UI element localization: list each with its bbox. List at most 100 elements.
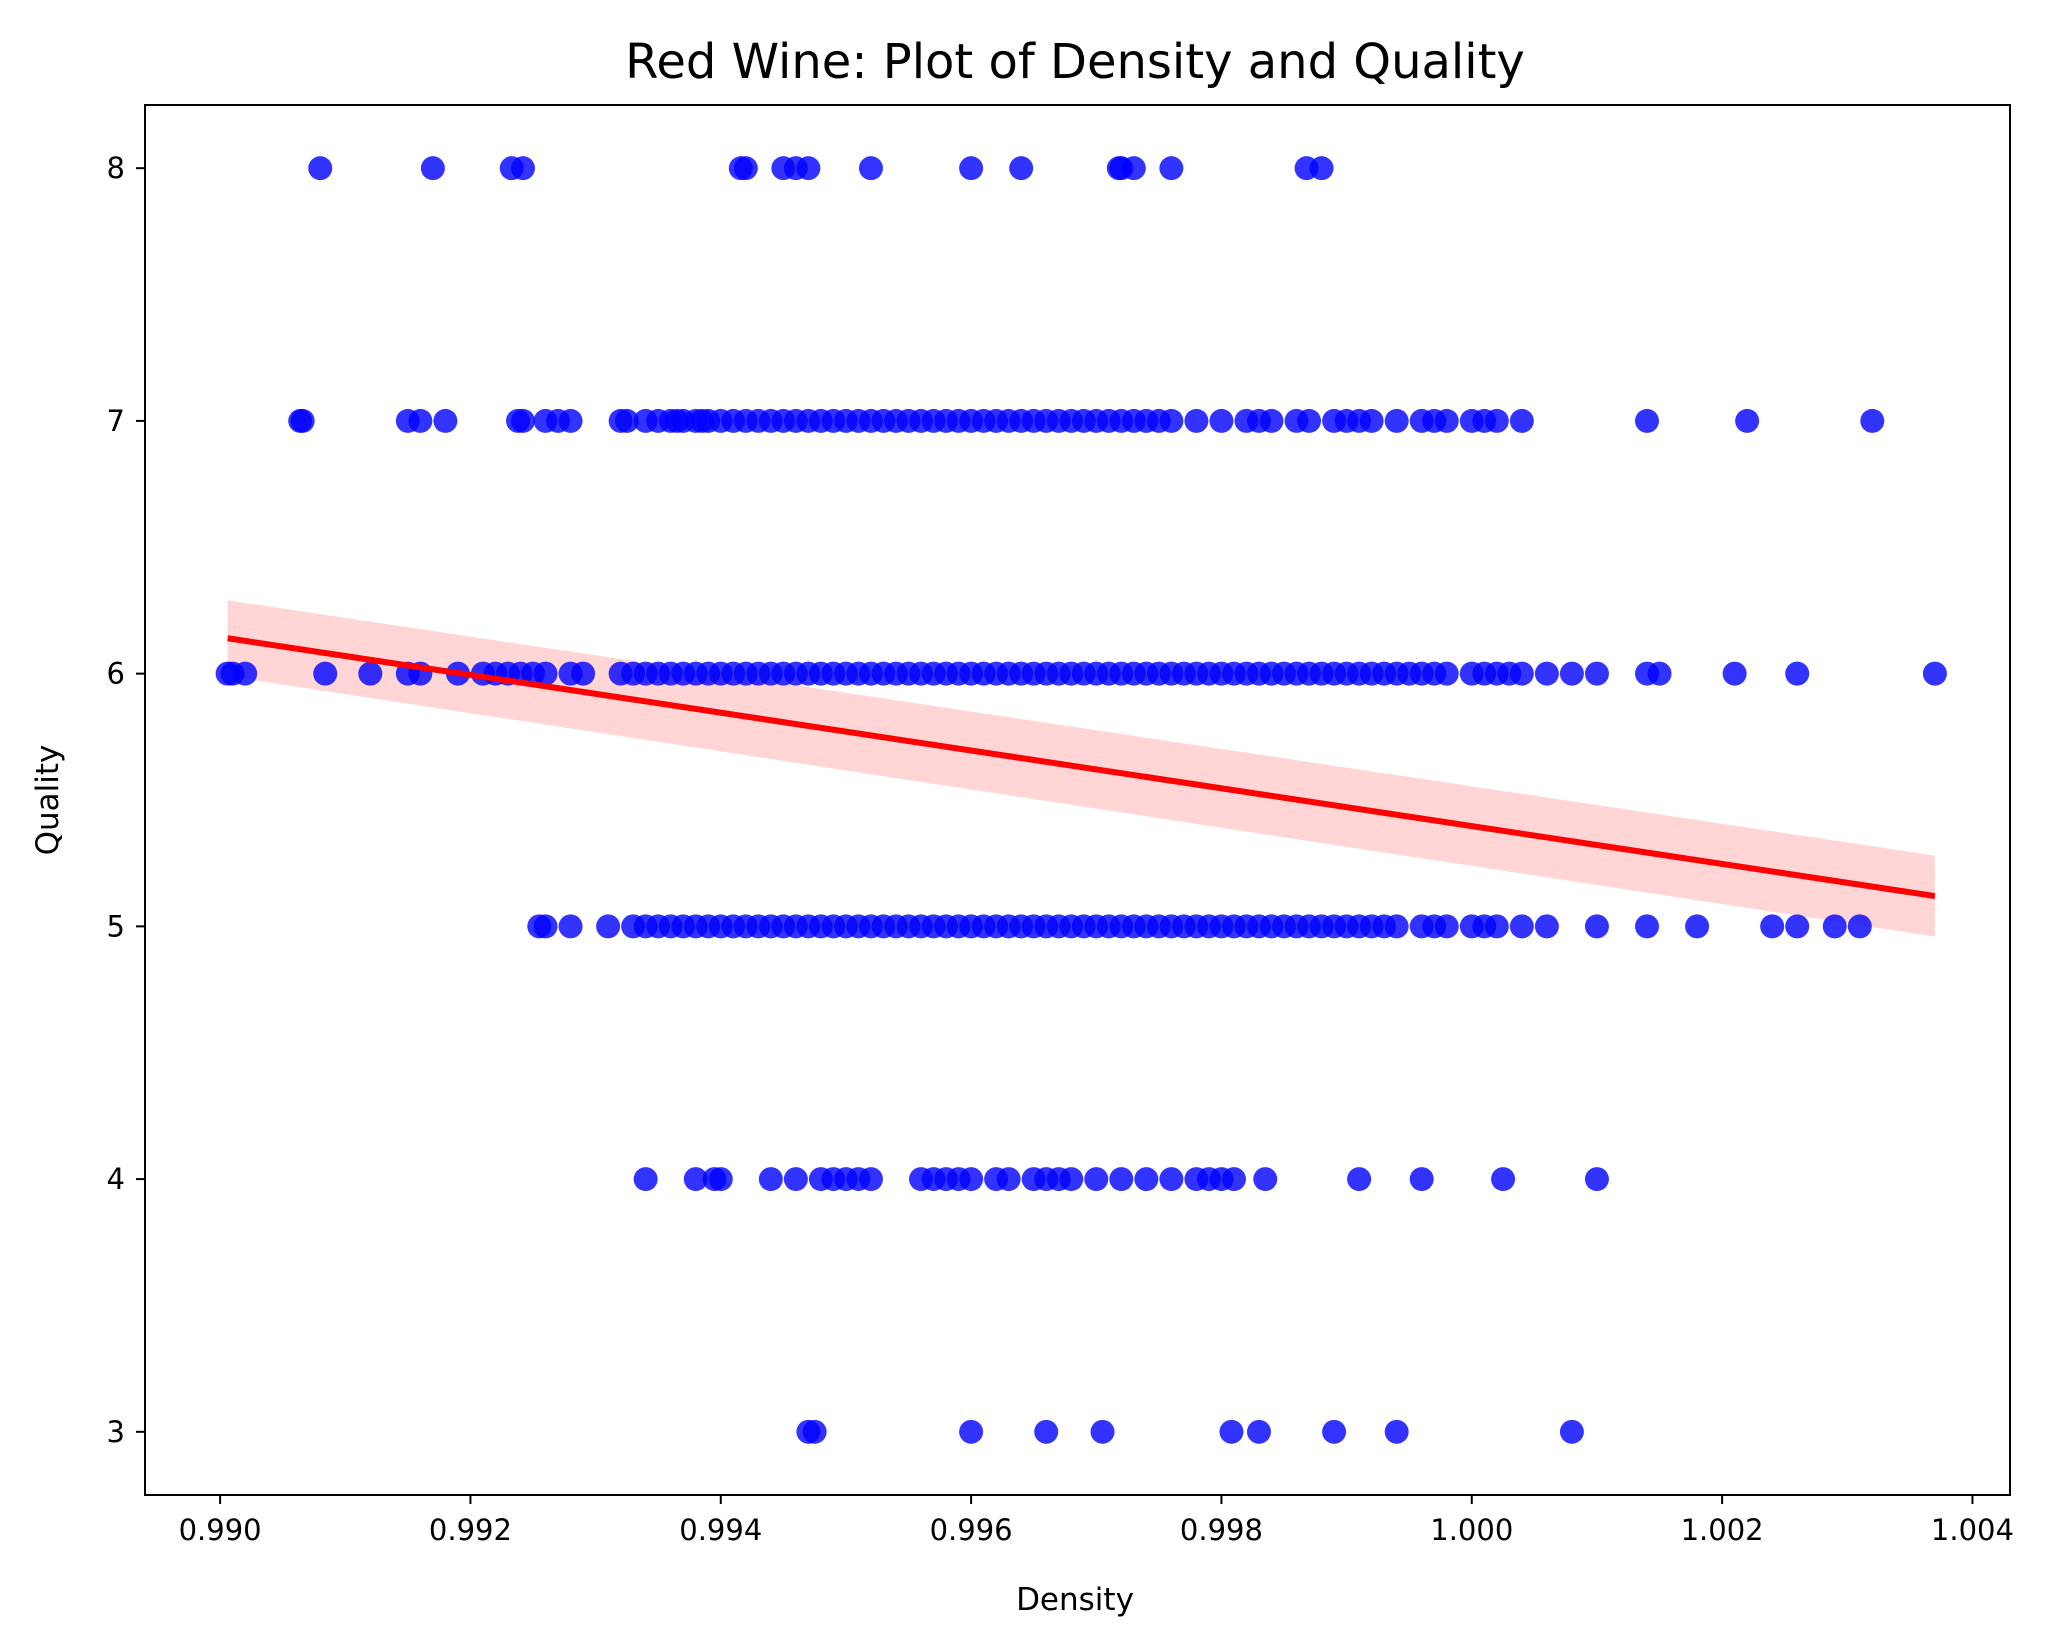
data-point [558,408,583,433]
data-point [858,156,883,181]
data-point [1184,408,1209,433]
x-tick-label: 0.990 [179,1513,262,1547]
data-point [1584,661,1609,686]
regression-line [227,635,1936,900]
data-points [215,156,1947,1444]
data-point [683,1167,708,1192]
data-point [1584,1167,1609,1192]
data-point [1246,1419,1271,1444]
data-point [1635,914,1660,939]
x-tick-label: 0.996 [930,1513,1013,1547]
data-point [1221,1167,1246,1192]
data-point [1384,408,1409,433]
data-point [1785,914,1810,939]
data-point [1822,914,1847,939]
data-point [1785,661,1810,686]
data-point [959,1419,984,1444]
data-point [1384,1419,1409,1444]
data-point [1259,408,1284,433]
data-point [614,408,639,433]
data-point [1059,1167,1084,1192]
data-point [1359,408,1384,433]
x-tick-label: 1.004 [1931,1513,2014,1547]
plot-area-frame [144,104,2011,1496]
data-point [733,156,758,181]
data-point [1434,408,1459,433]
y-axis: 3 4 5 6 7 8 [107,151,145,1449]
data-point [1559,1419,1584,1444]
data-point [313,661,338,686]
data-point [802,1419,827,1444]
data-point [571,661,596,686]
data-point [1034,1419,1059,1444]
data-point [996,1167,1021,1192]
data-point [758,1167,783,1192]
y-tick-label: 5 [107,909,125,943]
data-point [1409,1167,1434,1192]
y-tick-label: 7 [107,404,125,438]
x-tick-label: 1.002 [1681,1513,1764,1547]
data-point [1735,408,1760,433]
data-point [1722,661,1747,686]
data-point [1347,1167,1372,1192]
data-point [796,156,821,181]
data-point [408,408,433,433]
data-point [1009,156,1034,181]
data-point [1559,661,1584,686]
data-point [1509,914,1534,939]
data-point [358,661,383,686]
data-point [858,1167,883,1192]
x-axis: 0.990 0.992 0.994 0.996 0.998 1.000 1.002 1.004 [179,1495,2014,1547]
data-point [1434,661,1459,686]
data-point [1134,1167,1159,1192]
data-point [1084,1167,1109,1192]
data-point [533,661,558,686]
regression-line-path [227,635,1936,900]
data-point [1159,156,1184,181]
data-point [1860,408,1885,433]
data-point [1685,914,1710,939]
y-tick-label: 8 [107,151,125,185]
data-point [1309,156,1334,181]
data-point [1647,661,1672,686]
data-point [1209,408,1234,433]
x-tick-label: 0.994 [679,1513,762,1547]
data-point [1384,914,1409,939]
data-point [558,914,583,939]
data-point [511,156,536,181]
x-axis-label: Density [1016,1582,1134,1618]
data-point [1584,914,1609,939]
y-tick-label: 6 [107,657,125,691]
data-point [633,1167,658,1192]
data-point [420,156,445,181]
data-point [1322,1419,1347,1444]
data-point [959,156,984,181]
data-point [1219,1419,1244,1444]
x-tick-label: 0.998 [1180,1513,1263,1547]
data-point [1491,1167,1516,1192]
data-point [708,1167,733,1192]
data-point [433,408,458,433]
data-point [1509,408,1534,433]
data-point [1509,661,1534,686]
data-point [1635,408,1660,433]
data-point [1847,914,1872,939]
data-point [1121,156,1146,181]
data-point [1534,661,1559,686]
data-point [1253,1167,1278,1192]
data-point [308,156,333,181]
data-point [1159,408,1184,433]
data-point [596,914,621,939]
data-point [1297,408,1322,433]
data-point [511,408,536,433]
chart-title: Red Wine: Plot of Density and Quality [625,34,1525,90]
data-point [1484,408,1509,433]
y-tick-label: 4 [107,1162,125,1196]
y-tick-label: 3 [107,1415,125,1449]
data-point [290,408,315,433]
data-point [533,914,558,939]
data-point [1159,1167,1184,1192]
data-point [233,661,258,686]
data-point [1760,914,1785,939]
